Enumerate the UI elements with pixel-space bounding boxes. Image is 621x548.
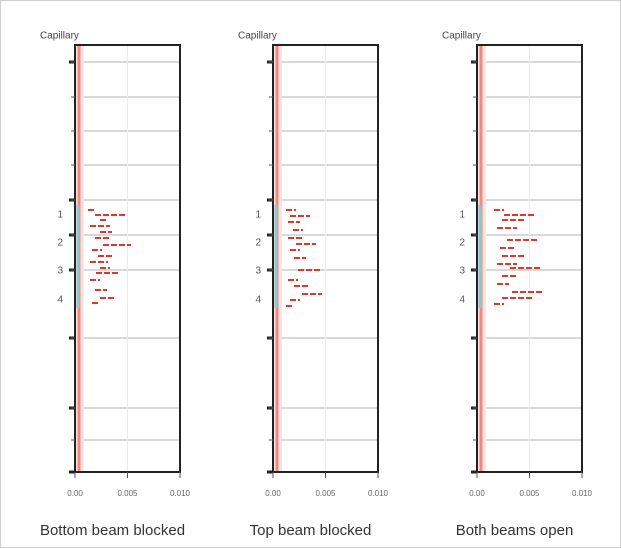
x-tick-label: 0.00 (67, 489, 83, 498)
x-tick-label: 0.010 (170, 489, 191, 498)
y-label: 1 (459, 210, 465, 221)
x-tick-label: 0.00 (469, 489, 485, 498)
y-label: 2 (459, 238, 465, 249)
y-label: 3 (255, 266, 261, 277)
y-label: 4 (255, 295, 261, 306)
y-label: 2 (255, 238, 261, 249)
y-label: 2 (57, 238, 63, 249)
x-tick-label: 0.010 (368, 489, 389, 498)
y-label: 3 (57, 266, 63, 277)
caption: Top beam blocked (250, 522, 372, 539)
x-tick-label: 0.005 (315, 489, 336, 498)
caption: Bottom beam blocked (40, 522, 185, 539)
x-tick-label: 0.005 (117, 489, 138, 498)
panel-title: Capillary (40, 31, 79, 42)
caption: Both beams open (456, 522, 574, 539)
x-tick-label: 0.005 (519, 489, 540, 498)
panel-title: Capillary (238, 31, 277, 42)
panel-title: Capillary (442, 31, 481, 42)
y-label: 1 (57, 210, 63, 221)
y-label: 1 (255, 210, 261, 221)
x-tick-label: 0.010 (572, 489, 593, 498)
y-label: 4 (459, 295, 465, 306)
x-tick-label: 0.00 (265, 489, 281, 498)
y-label: 4 (57, 295, 63, 306)
y-label: 3 (459, 266, 465, 277)
